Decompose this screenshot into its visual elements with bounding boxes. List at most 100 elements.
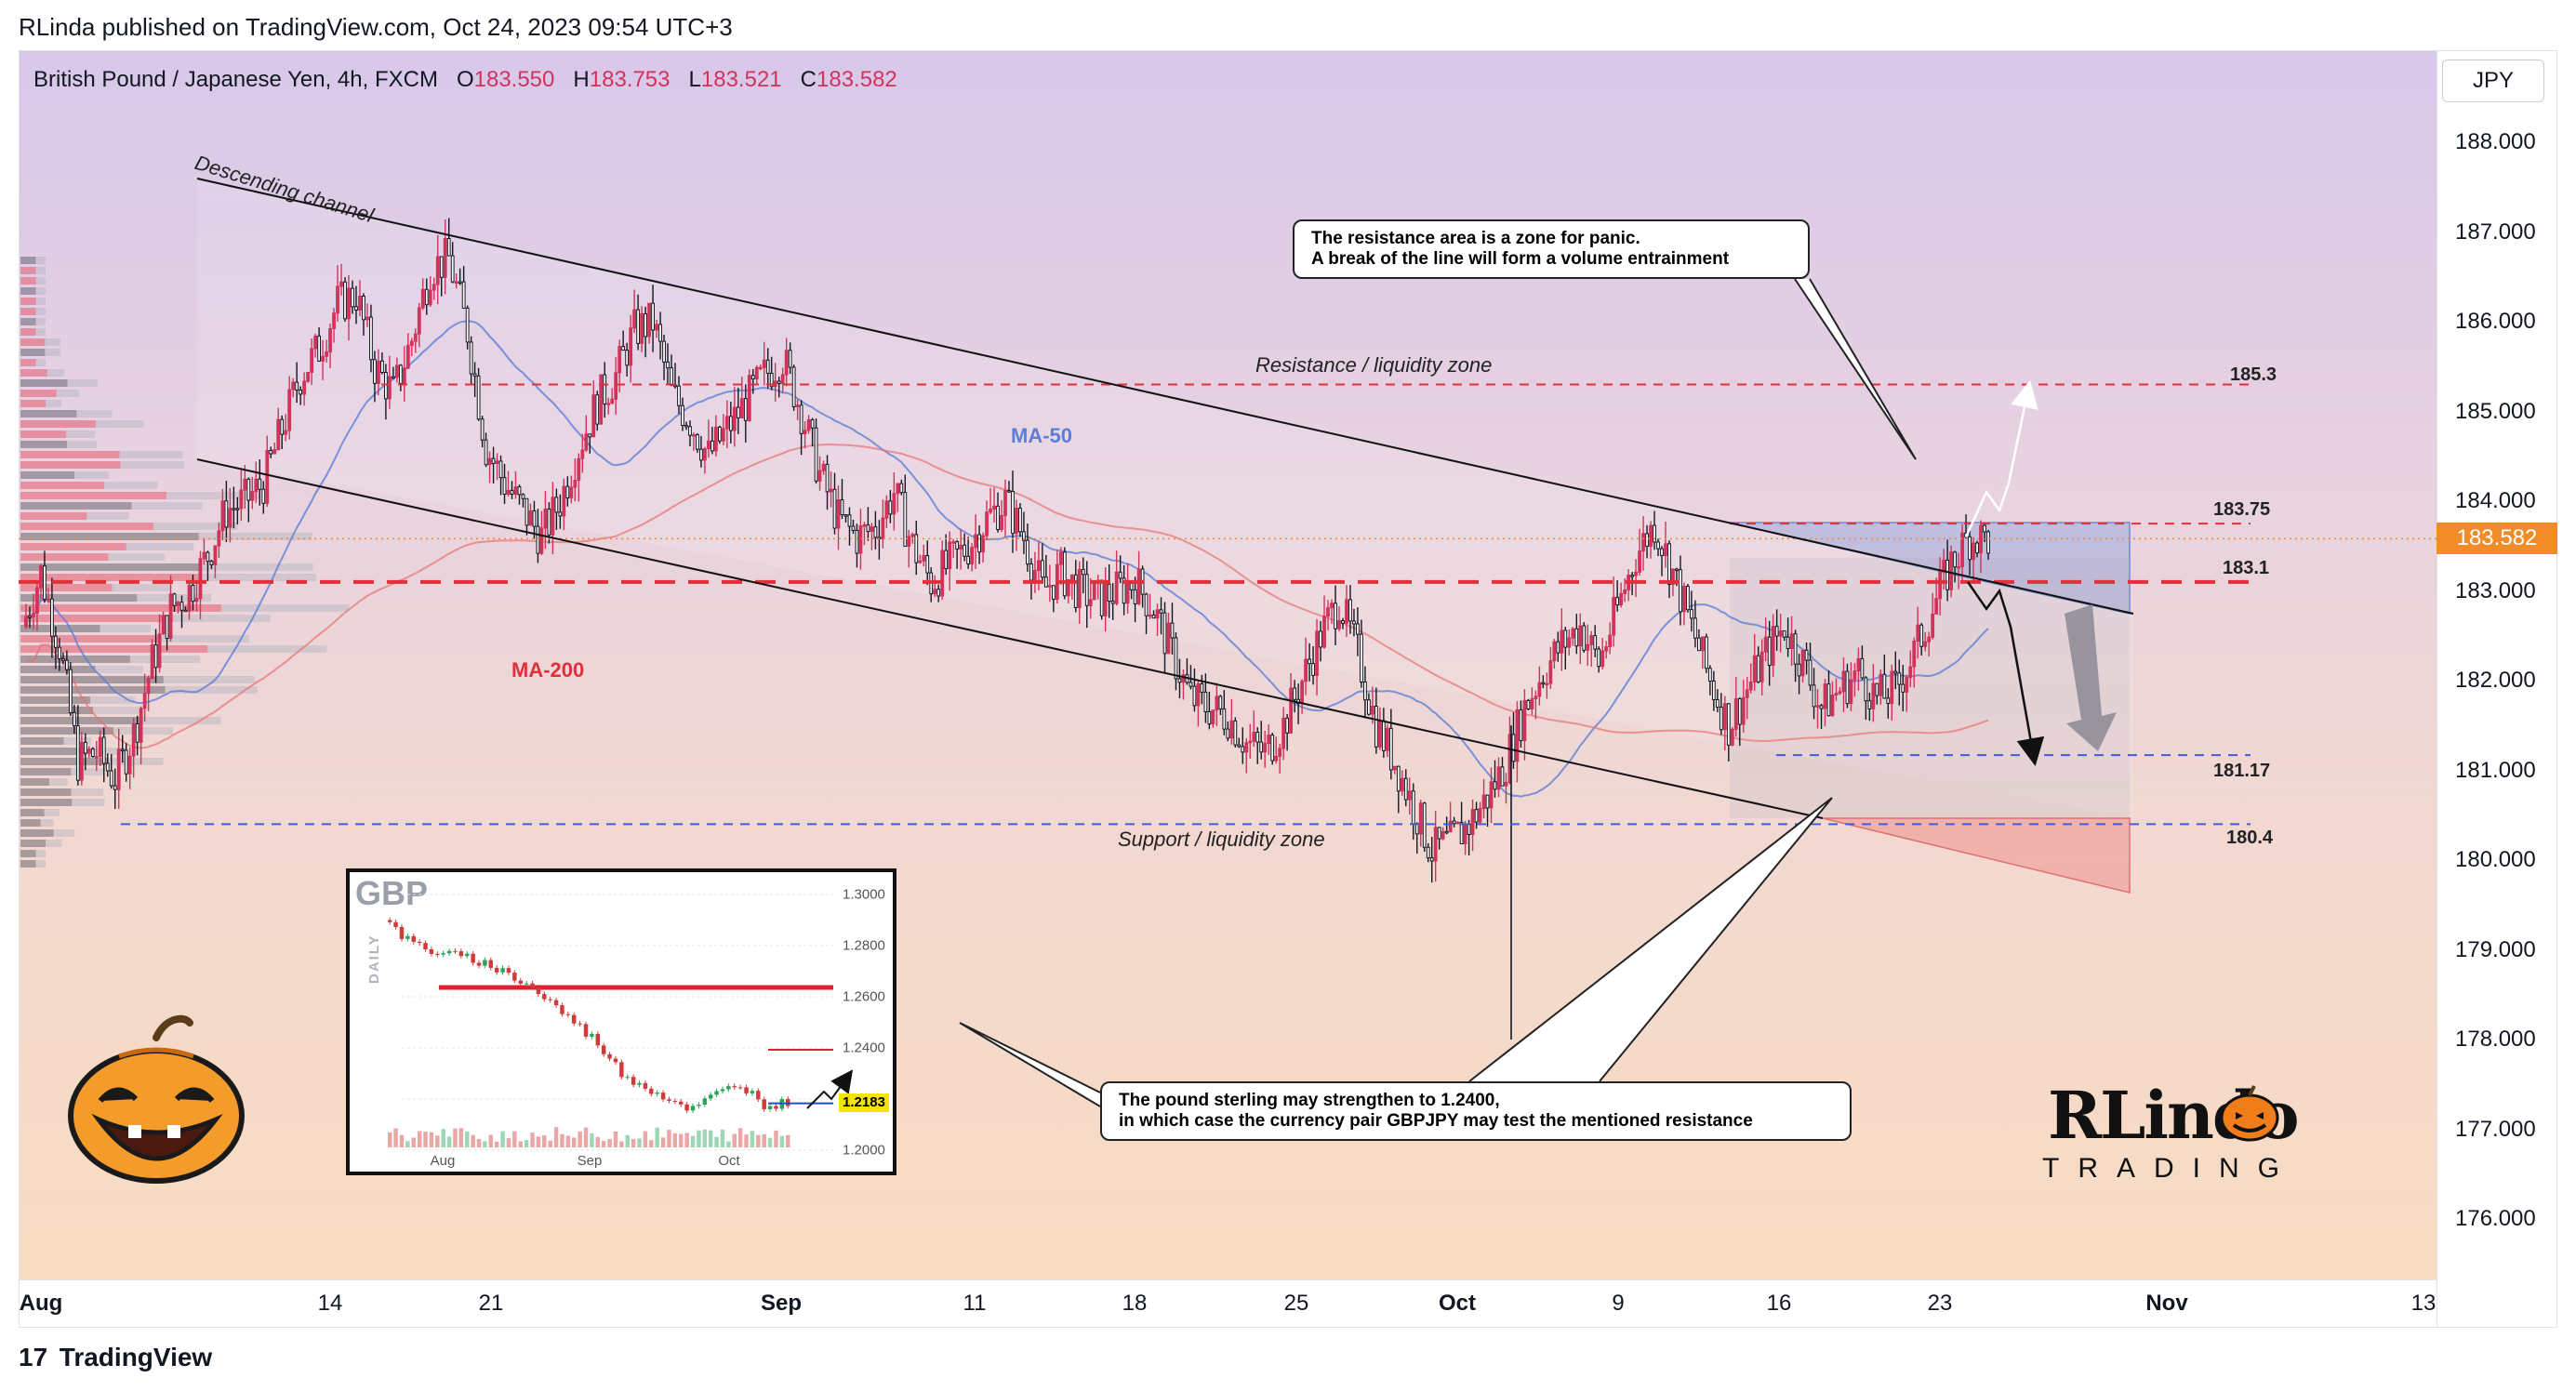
candle-body xyxy=(1511,734,1516,762)
candle-body xyxy=(1979,524,1983,554)
candle-body xyxy=(142,693,147,709)
candle-body xyxy=(1526,699,1531,709)
inset-candle-body xyxy=(732,1086,737,1088)
candle-body xyxy=(825,463,830,493)
candle-body xyxy=(1485,794,1490,809)
candle-body xyxy=(443,238,447,278)
inset-volume-bar xyxy=(690,1135,696,1147)
pound-note-pointer-right xyxy=(1468,797,1833,1082)
candle-body xyxy=(1311,663,1315,676)
candle-body xyxy=(933,589,937,595)
candle-body xyxy=(1192,685,1197,707)
candle-body xyxy=(1826,683,1831,717)
volume-profile-bar xyxy=(20,615,174,622)
red-zone-triangle xyxy=(1822,817,2131,894)
candle-body xyxy=(1463,823,1467,844)
candle-body xyxy=(465,307,470,343)
resistance-note[interactable]: The resistance area is a zone for panic.… xyxy=(1293,219,1810,279)
candle-body xyxy=(907,536,911,547)
candle-body xyxy=(873,526,878,538)
inset-candle-body xyxy=(458,951,464,957)
inset-price-tick: 1.2000 xyxy=(843,1142,885,1159)
candle-body xyxy=(569,486,574,499)
candle-body xyxy=(325,351,328,357)
volume-profile-bar xyxy=(45,338,60,346)
candle-body xyxy=(161,615,166,635)
candle-body xyxy=(1560,629,1564,654)
candle-body xyxy=(1597,648,1601,668)
candle-body xyxy=(1852,670,1857,681)
candle-body xyxy=(32,613,35,617)
candle-body xyxy=(373,359,377,384)
candle-body xyxy=(454,281,458,285)
candle-body xyxy=(1092,581,1096,601)
candle-body xyxy=(1675,568,1679,572)
candle-body xyxy=(1634,571,1638,576)
candle-body xyxy=(146,678,151,695)
currency-selector[interactable]: JPY xyxy=(2442,60,2544,102)
inset-candle-body xyxy=(625,1077,630,1079)
candle-body xyxy=(1496,766,1501,790)
brand-pumpkin-icon xyxy=(2220,1085,2279,1142)
inset-candle-body xyxy=(429,949,434,954)
candle-body xyxy=(43,565,46,600)
inset-volume-bar xyxy=(774,1130,778,1147)
candle-body xyxy=(1058,551,1063,565)
inset-volume-bar xyxy=(619,1141,624,1147)
price-axis[interactable] xyxy=(2437,50,2557,1328)
time-axis[interactable] xyxy=(19,1279,2437,1328)
volume-profile-bar xyxy=(20,287,36,295)
volume-profile-bar xyxy=(112,584,170,591)
tradingview-footer[interactable]: 17 TradingView xyxy=(19,1343,212,1372)
volume-profile-bar xyxy=(113,727,173,735)
candle-body xyxy=(985,511,989,537)
candle-body xyxy=(139,708,143,743)
inset-month-tick: Oct xyxy=(718,1153,740,1169)
bearish-projection-arrow xyxy=(1966,581,2045,766)
candle-body xyxy=(1211,709,1215,725)
symbol-legend[interactable]: British Pound / Japanese Yen, 4h, FXCM O… xyxy=(33,67,897,93)
candle-body xyxy=(1578,625,1583,647)
candle-body xyxy=(1719,707,1723,731)
volume-profile-bar xyxy=(20,819,41,827)
candle-body xyxy=(666,361,670,369)
price-tick: 183.000 xyxy=(2455,577,2536,603)
inset-volume-bar xyxy=(720,1129,725,1147)
candle-body xyxy=(398,364,403,384)
volume-profile-bar xyxy=(20,431,67,438)
inset-candle-body xyxy=(423,943,428,950)
inset-volume-bar xyxy=(649,1140,654,1147)
level-label-183-1: 183.1 xyxy=(2223,558,2270,578)
candle-body xyxy=(365,316,369,321)
candle-body xyxy=(1897,672,1902,685)
volume-profile-bar xyxy=(35,860,46,868)
volume-profile-bar xyxy=(44,809,60,816)
candle-body xyxy=(1337,620,1341,629)
candle-body xyxy=(50,598,54,637)
candle-body xyxy=(1348,599,1352,622)
inset-candle-body xyxy=(542,994,547,1000)
candle-body xyxy=(728,416,733,431)
candle-body xyxy=(68,669,73,713)
candle-body xyxy=(1845,670,1850,705)
volume-profile-bar xyxy=(20,645,208,653)
pound-note[interactable]: The pound sterling may strengthen to 1.2… xyxy=(1100,1081,1852,1141)
candle-body xyxy=(799,404,803,434)
candle-body xyxy=(1938,571,1943,600)
candle-body xyxy=(498,460,503,479)
inset-volume-bar xyxy=(387,1132,392,1147)
candle-body xyxy=(1400,777,1404,792)
volume-profile-bar xyxy=(166,492,259,499)
candle-body xyxy=(369,316,373,361)
inset-candle-body xyxy=(536,987,541,995)
time-tick: Aug xyxy=(19,1291,63,1316)
candle-body xyxy=(1322,616,1326,648)
candle-body xyxy=(1656,541,1660,550)
candle-body xyxy=(591,394,596,438)
candle-body xyxy=(1733,697,1738,730)
inset-candle-body xyxy=(512,973,517,981)
candle-body xyxy=(1363,681,1367,701)
candle-body xyxy=(235,508,240,510)
inset-volume-bar xyxy=(744,1134,749,1147)
inset-volume-bar xyxy=(441,1129,445,1147)
